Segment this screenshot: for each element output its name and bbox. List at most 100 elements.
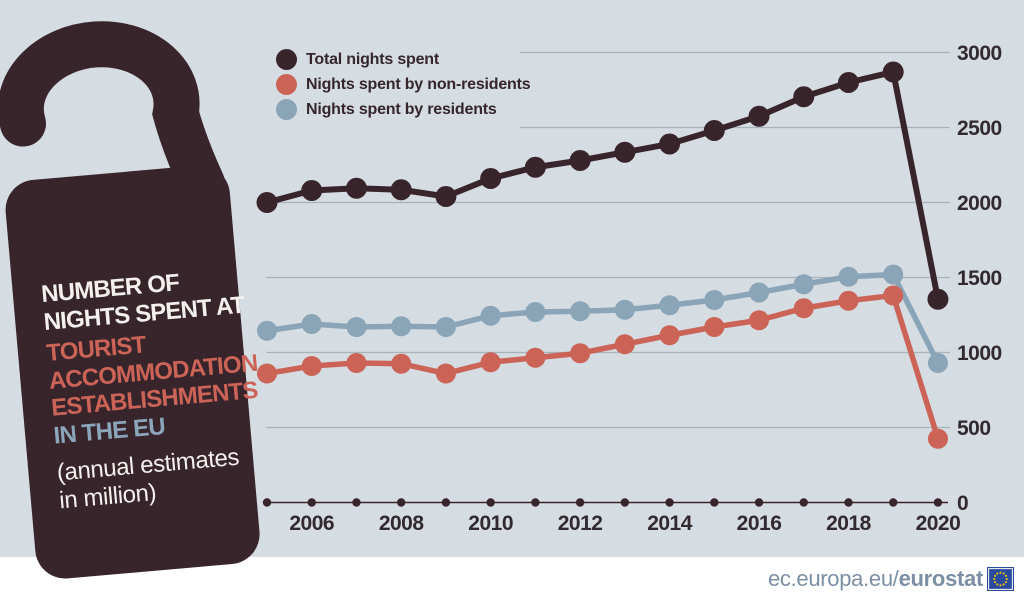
legend-dot-icon (276, 49, 297, 70)
data-point (346, 353, 367, 373)
data-point (614, 299, 635, 320)
y-tick-label: 3000 (957, 42, 1002, 65)
legend-dot-icon (276, 99, 297, 120)
axis-year-dot (620, 498, 630, 507)
axis-year-dot (665, 498, 674, 507)
data-point (927, 428, 948, 449)
axis-year-dot (933, 498, 943, 507)
data-point (256, 192, 278, 213)
y-tick-label: 1000 (957, 342, 1002, 365)
data-point (659, 325, 680, 346)
axis-year-dot (799, 498, 808, 507)
x-tick-label: 2006 (289, 512, 334, 535)
data-point (257, 320, 277, 341)
data-point (301, 314, 322, 334)
data-point (927, 288, 949, 310)
door-hanger (0, 21, 260, 579)
y-tick-label: 0 (957, 492, 968, 515)
data-point (346, 317, 367, 337)
axis-year-dot (307, 498, 316, 507)
data-point (793, 274, 814, 295)
legend-item-label: Total nights spent (306, 50, 439, 68)
y-tick-label: 1500 (957, 267, 1002, 290)
series-line (266, 68, 941, 300)
data-point (525, 302, 546, 322)
legend-dot-icon (276, 74, 297, 95)
url-regular: ec.europa.eu/ (767, 566, 899, 591)
data-point (883, 285, 904, 306)
x-tick-label: 2018 (826, 512, 872, 535)
data-point (838, 266, 859, 287)
data-point (748, 105, 770, 127)
data-point (659, 133, 681, 155)
series-line (266, 271, 941, 365)
data-point (749, 282, 770, 303)
axis-year-dot (531, 498, 540, 507)
data-point (391, 316, 412, 337)
y-tick-label: 2000 (957, 192, 1002, 215)
x-tick-label: 2008 (379, 512, 425, 535)
data-point (704, 317, 725, 337)
data-point (570, 301, 591, 322)
x-tick-label: 2012 (558, 512, 603, 535)
data-point (569, 150, 591, 171)
chart-legend: Total nights spent Nights spent by non-r… (276, 47, 531, 122)
legend-item: Nights spent by residents (276, 97, 530, 122)
legend-item: Nights spent by non-residents (276, 72, 531, 97)
axis-year-dot (486, 498, 495, 507)
data-point (883, 264, 904, 285)
axis-year-dot (441, 498, 451, 507)
eurostat-link[interactable]: ec.europa.eu/eurostat (768, 566, 983, 592)
x-tick-label: 2010 (468, 512, 513, 535)
x-tick-label: 2016 (737, 512, 782, 535)
data-point (703, 120, 725, 141)
door-hanger-hook (0, 21, 225, 207)
data-point (525, 347, 546, 368)
y-tick-label: 2500 (957, 117, 1002, 140)
data-point (614, 141, 636, 163)
data-point (659, 295, 680, 316)
data-point (793, 298, 814, 319)
data-point (345, 177, 367, 199)
data-point (257, 363, 277, 384)
legend-item-label: Nights spent by non-residents (306, 75, 531, 93)
data-point (882, 61, 904, 83)
data-point (524, 156, 546, 178)
chart-title: NUMBER OF NIGHTS SPENT AT TOURIST ACCOMM… (40, 263, 272, 515)
x-tick-label: 2020 (916, 512, 961, 535)
data-point (614, 334, 635, 355)
axis-year-dot (844, 498, 853, 507)
axis-year-dot (262, 498, 272, 507)
data-point (837, 72, 859, 93)
legend-item: Total nights spent (276, 47, 530, 72)
url-bold: eurostat (898, 566, 984, 591)
data-point (838, 290, 859, 311)
axis-year-dot (889, 498, 898, 507)
axis-year-dot (710, 498, 719, 507)
footer: ec.europa.eu/eurostat (768, 566, 1014, 592)
eu-flag-icon (987, 567, 1014, 591)
data-point (793, 86, 815, 108)
axis-year-dot (396, 498, 406, 507)
data-point (391, 353, 412, 374)
series-line (266, 292, 941, 440)
data-point (435, 317, 456, 337)
axis-year-dot (575, 498, 585, 507)
data-point (301, 180, 323, 201)
data-point (390, 179, 412, 201)
data-point (480, 352, 501, 373)
data-point (749, 310, 770, 331)
data-point (435, 363, 456, 384)
door-hanger-body (5, 165, 260, 579)
x-tick-label: 2014 (647, 512, 693, 535)
axis-year-dot (352, 498, 361, 507)
data-point (704, 290, 725, 310)
legend-item-label: Nights spent by residents (306, 100, 497, 118)
axis-year-dot (754, 498, 764, 507)
data-point (927, 353, 948, 373)
data-point (435, 186, 457, 207)
y-tick-label: 500 (957, 417, 991, 440)
data-point (480, 305, 501, 326)
